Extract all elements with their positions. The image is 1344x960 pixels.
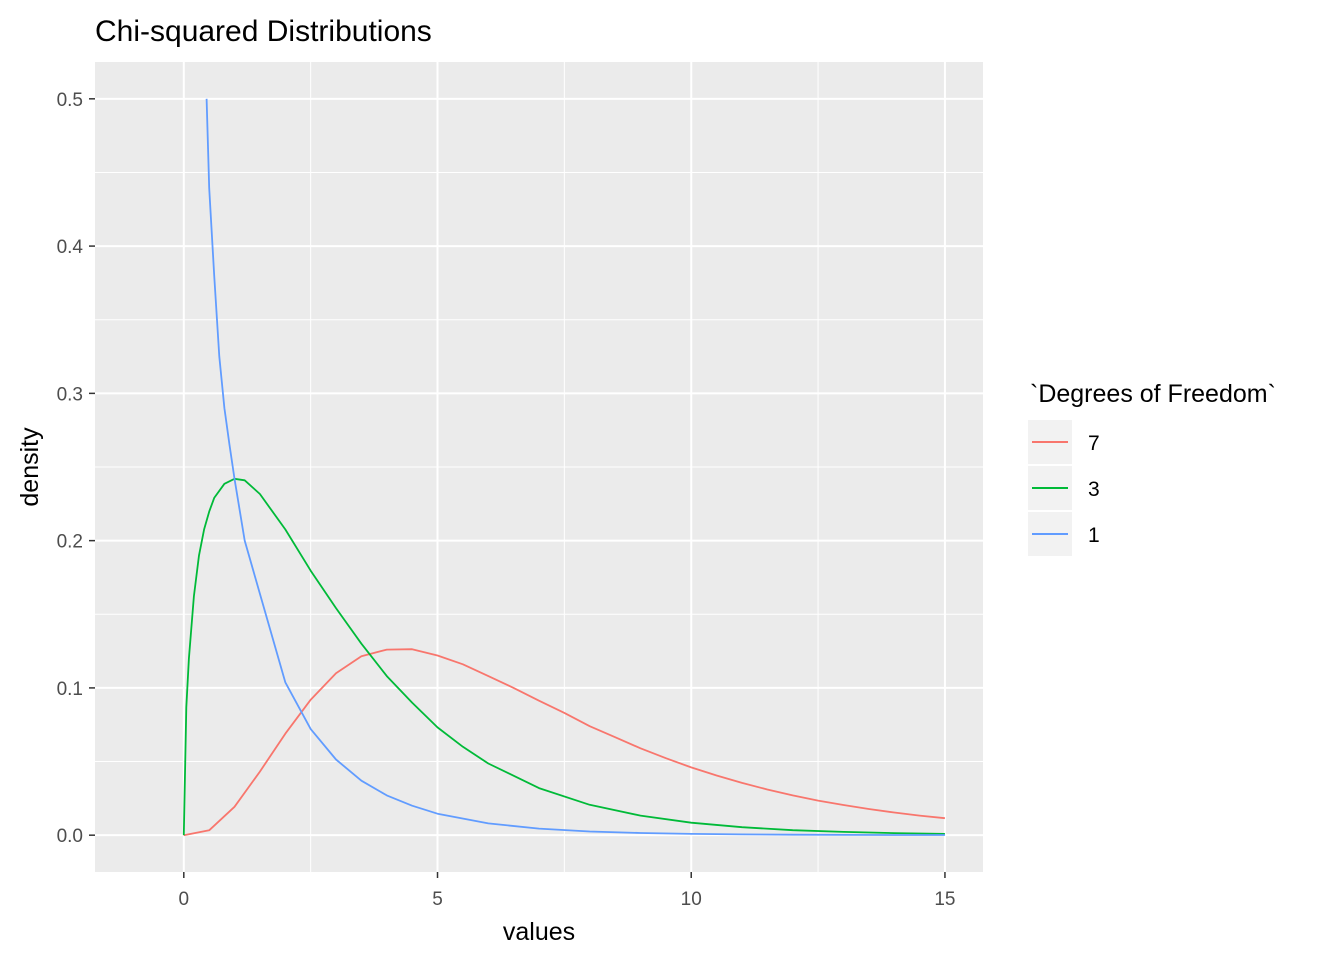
legend-label: 3 xyxy=(1088,478,1100,501)
series-line-df-3 xyxy=(182,477,945,836)
x-tick-label: 5 xyxy=(432,889,443,910)
legend-label: 7 xyxy=(1088,432,1100,455)
minor-gridlines xyxy=(95,62,983,872)
legend-label: 1 xyxy=(1088,524,1100,547)
x-axis-title: values xyxy=(503,918,575,946)
legend-keys: 7 3 1 xyxy=(1028,420,1100,556)
x-tick-label: 0 xyxy=(179,889,190,910)
y-axis-ticks: 0.0 0.1 0.2 0.3 0.4 0.5 xyxy=(57,90,95,847)
x-tick-label: 15 xyxy=(934,889,955,910)
y-tick-label: 0.4 xyxy=(57,237,84,258)
major-gridlines xyxy=(95,62,983,872)
y-tick-label: 0.2 xyxy=(57,532,83,553)
series-line-df-7 xyxy=(183,648,945,837)
series-line-df-1 xyxy=(205,98,945,836)
legend: `Degrees of Freedom` 7 3 1 xyxy=(1028,380,1276,556)
series-lines xyxy=(182,98,945,837)
x-axis-ticks: 0 5 10 15 xyxy=(179,872,956,910)
y-tick-label: 0.5 xyxy=(57,90,83,111)
legend-title: `Degrees of Freedom` xyxy=(1030,380,1276,408)
chart-title: Chi-squared Distributions xyxy=(95,15,432,48)
y-axis-title: density xyxy=(16,427,44,507)
y-tick-label: 0.3 xyxy=(57,384,83,405)
x-tick-label: 10 xyxy=(681,889,702,910)
y-tick-label: 0.1 xyxy=(57,679,83,700)
y-tick-label: 0.0 xyxy=(57,826,83,847)
